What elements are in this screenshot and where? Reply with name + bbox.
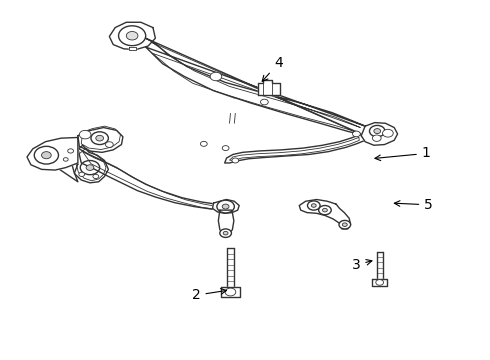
Circle shape [383,129,393,137]
Circle shape [217,200,234,213]
Polygon shape [213,199,239,213]
Polygon shape [221,287,240,297]
Polygon shape [76,148,106,181]
Polygon shape [299,199,351,229]
Circle shape [68,149,74,153]
Polygon shape [361,123,397,145]
Circle shape [79,130,91,139]
Circle shape [42,152,51,159]
Circle shape [352,131,360,137]
Circle shape [126,31,138,40]
Circle shape [343,223,347,226]
Circle shape [322,208,327,212]
Circle shape [311,204,316,207]
Circle shape [369,125,385,137]
Circle shape [93,174,98,179]
Circle shape [339,220,351,229]
Polygon shape [27,138,78,170]
Circle shape [222,145,229,150]
Circle shape [96,135,103,141]
Circle shape [105,142,113,147]
Circle shape [119,26,146,46]
Polygon shape [78,127,123,152]
Circle shape [372,135,381,141]
Polygon shape [129,47,136,50]
Circle shape [318,206,331,215]
Circle shape [376,280,384,285]
Text: 3: 3 [352,258,372,272]
Circle shape [374,129,381,134]
Polygon shape [372,279,388,286]
Circle shape [91,132,108,145]
Circle shape [261,99,268,105]
Polygon shape [83,152,216,209]
Circle shape [232,158,239,163]
Polygon shape [224,135,365,163]
Polygon shape [258,80,280,95]
Circle shape [79,172,85,176]
Polygon shape [229,138,359,161]
Text: 2: 2 [192,288,226,302]
Polygon shape [146,38,365,136]
Circle shape [223,231,228,235]
Circle shape [210,72,222,81]
Circle shape [63,158,68,161]
Polygon shape [47,159,78,182]
Polygon shape [81,126,121,149]
Text: 1: 1 [375,147,431,161]
Circle shape [225,288,236,296]
Circle shape [86,165,94,170]
Circle shape [308,201,320,210]
Text: 5: 5 [394,198,433,212]
Polygon shape [72,145,108,183]
Polygon shape [152,42,360,134]
Polygon shape [109,22,155,50]
Circle shape [222,204,229,209]
Polygon shape [219,210,234,234]
Circle shape [34,146,58,164]
Circle shape [200,141,207,146]
Text: 4: 4 [262,56,283,81]
Polygon shape [78,148,225,210]
Circle shape [80,161,99,175]
Circle shape [220,229,231,238]
